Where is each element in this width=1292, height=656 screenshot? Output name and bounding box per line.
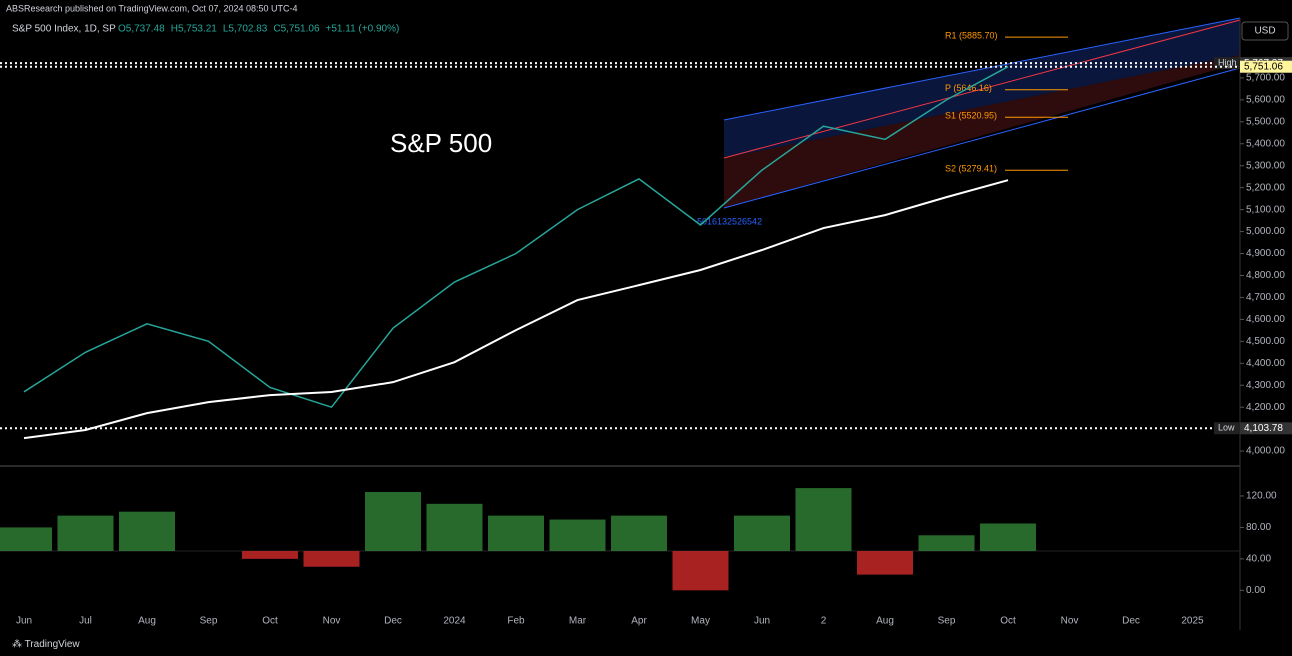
y-tick-label: 5,300.00 — [1246, 160, 1285, 171]
channel-lower — [724, 55, 1240, 208]
low-label: Low — [1218, 423, 1235, 433]
y-tick-label: 40.00 — [1246, 554, 1271, 565]
osc-bar — [119, 511, 175, 552]
x-tick-label: 2025 — [1181, 616, 1204, 627]
osc-bar — [672, 551, 729, 591]
osc-bar — [611, 515, 667, 552]
annotation: S&P 500 — [390, 128, 492, 158]
osc-bar — [734, 515, 790, 552]
y-tick-label: 4,700.00 — [1246, 292, 1285, 303]
x-tick-label: Jun — [754, 616, 770, 627]
osc-bar — [365, 492, 421, 552]
currency: USD — [1254, 26, 1275, 37]
x-tick-label: Dec — [1122, 616, 1140, 627]
y-tick-label: 5,600.00 — [1246, 95, 1285, 106]
x-tick-label: Feb — [507, 616, 525, 627]
x-tick-label: Apr — [631, 616, 647, 627]
osc-bar — [426, 503, 483, 552]
pivot-label: S1 (5520.95) — [945, 111, 997, 121]
brand: ⁂ TradingView — [12, 639, 80, 650]
y-tick-label: 5,000.00 — [1246, 226, 1285, 237]
osc-bar — [242, 551, 298, 559]
channel-top — [723, 17, 1241, 121]
x-tick-label: Jul — [79, 616, 92, 627]
y-tick-label: 5,100.00 — [1246, 204, 1285, 215]
y-tick-label: 4,300.00 — [1246, 380, 1285, 391]
last-value: 5,751.06 — [1244, 61, 1283, 72]
y-tick-label: 4,900.00 — [1246, 248, 1285, 259]
osc-bar — [918, 535, 975, 552]
channel-label: 5016132526542 — [697, 216, 762, 226]
x-tick-label: Oct — [1000, 616, 1016, 627]
brand-text: TradingView — [25, 639, 81, 650]
x-tick-label: May — [691, 616, 710, 627]
x-tick-label: Jun — [16, 616, 32, 627]
x-tick-label: Oct — [262, 616, 278, 627]
low-value-box — [1240, 422, 1292, 435]
y-tick-label: 5,200.00 — [1246, 182, 1285, 193]
x-tick-label: 2 — [821, 616, 827, 627]
osc-bar — [303, 551, 360, 567]
ohlc-value: H5,753.21 — [171, 24, 218, 35]
x-tick-label: Nov — [323, 616, 341, 627]
y-tick-label: 4,500.00 — [1246, 336, 1285, 347]
ohlc-value: O5,737.48 — [118, 24, 165, 35]
y-tick-label: 120.00 — [1246, 491, 1277, 502]
ohlc-value: +51.11 (+0.90%) — [326, 24, 400, 35]
osc-bar — [0, 527, 52, 552]
series-line — [23, 66, 1009, 409]
low-value: 4,103.78 — [1244, 423, 1283, 434]
low-label-box — [1214, 422, 1240, 435]
x-tick-label: Aug — [876, 616, 894, 627]
osc-bar — [857, 551, 913, 575]
series-line — [23, 179, 1009, 440]
osc-bar — [549, 519, 606, 552]
x-tick-label: Sep — [938, 616, 956, 627]
x-tick-label: Mar — [569, 616, 587, 627]
pivot-label: R1 (5885.70) — [945, 31, 998, 41]
y-tick-label: 5,400.00 — [1246, 138, 1285, 149]
publisher: ABSResearch published on TradingView.com… — [6, 3, 298, 13]
ohlc-value: C5,751.06 — [273, 24, 320, 35]
osc-bar — [488, 515, 544, 552]
symbol: S&P 500 Index, 1D, SP — [12, 24, 116, 35]
last-box — [1240, 60, 1292, 73]
x-tick-label: Sep — [200, 616, 218, 627]
y-tick-label: 4,200.00 — [1246, 402, 1285, 413]
y-tick-label: 80.00 — [1246, 522, 1271, 533]
y-tick-label: 4,400.00 — [1246, 358, 1285, 369]
x-tick-label: 2024 — [443, 616, 466, 627]
y-tick-label: 0.00 — [1246, 585, 1266, 596]
osc-bar — [795, 488, 852, 552]
x-tick-label: Nov — [1061, 616, 1079, 627]
osc-bar — [57, 515, 114, 552]
y-tick-label: 5,700.00 — [1246, 73, 1285, 84]
x-tick-label: Aug — [138, 616, 156, 627]
y-tick-label: 4,800.00 — [1246, 270, 1285, 281]
y-tick-label: 4,600.00 — [1246, 314, 1285, 325]
y-tick-label: 4,000.00 — [1246, 446, 1285, 457]
pivot-label: S2 (5279.41) — [945, 164, 997, 174]
channel-bottom — [723, 67, 1241, 209]
ohlc-value: L5,702.83 — [223, 24, 268, 35]
osc-bar — [980, 523, 1036, 552]
x-tick-label: Dec — [384, 616, 402, 627]
y-tick-label: 5,500.00 — [1246, 116, 1285, 127]
currency-box — [1241, 21, 1289, 41]
high-label: High — [1218, 58, 1237, 68]
